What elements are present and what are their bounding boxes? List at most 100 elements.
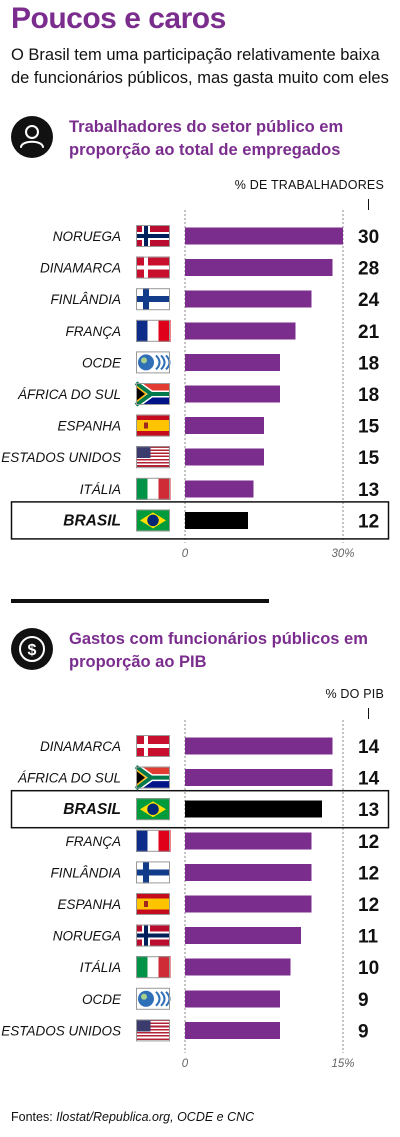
chart2-unit-tick [368,708,369,719]
category-label: OCDE [82,355,122,370]
south-africa-flag-icon [133,380,170,408]
category-label: DINAMARCA [40,739,121,754]
bar [185,511,249,529]
source-note: Fontes: Ilostat/Republica.org, OCDE e CN… [11,1110,254,1124]
category-label: FINLÂNDIA [50,292,121,307]
chart1: NORUEGA 30 DINAMARCA 28 FINLÂNDIA 24 FRANÇA 21 O… [1,210,390,560]
value-label: 30 [358,227,379,248]
bar [185,958,291,976]
bar [185,353,280,371]
value-label: 18 [358,385,379,406]
bar [185,737,333,755]
chart1-unit-tick [368,199,369,210]
italy-flag-icon [136,956,171,979]
value-label: 12 [358,895,379,916]
category-label: ÁFRICA DO SUL [17,771,121,786]
section-divider [11,599,269,603]
category-label: FINLÂNDIA [50,865,121,880]
value-label: 12 [358,832,379,853]
usa-flag-icon [136,1019,170,1042]
category-label: ESPANHA [57,419,121,434]
category-label: NORUEGA [53,229,121,244]
category-label: FRANÇA [65,834,121,849]
value-label: 14 [358,737,380,758]
category-label: OCDE [82,992,122,1007]
denmark-flag-icon [136,256,170,279]
bar [185,227,343,245]
oecd-flag-icon [136,987,171,1010]
category-label: DINAMARCA [40,261,121,276]
norway-flag-icon [136,225,170,247]
bar [185,385,280,403]
bar [185,832,312,850]
bar-row: FINLÂNDIA 24 [50,288,380,311]
bar [185,480,254,498]
category-label: ITÁLIA [80,482,121,497]
value-label: 10 [358,958,379,979]
finland-flag-icon [136,861,170,884]
source-text: Ilostat/Republica.org, OCDE e CNC [56,1110,255,1124]
bar-row: ÁFRICA DO SUL 14 [17,763,380,792]
bar-row: NORUEGA 30 [53,225,379,248]
bar [185,769,333,787]
brazil-flag-icon [136,509,170,532]
value-label: 11 [358,927,379,948]
category-label: ESTADOS UNIDOS [1,1023,121,1038]
finland-flag-icon [136,288,170,311]
bar-row: OCDE 18 [82,351,379,374]
value-label: 12 [358,511,379,532]
south-africa-flag-icon [133,763,170,792]
bar [185,863,312,881]
category-label: ESTADOS UNIDOS [1,450,121,465]
category-label: BRASIL [63,512,121,529]
highlight-box [10,501,390,540]
value-label: 18 [358,353,379,374]
bar-row: ESTADOS UNIDOS 15 [1,446,380,469]
tick-label: 15% [331,1058,354,1070]
bar [185,322,296,340]
bar-row: OCDE 9 [82,987,369,1011]
value-label: 15 [358,448,380,469]
page-title: Poucos e caros [11,2,226,35]
bar [185,259,333,277]
bar [185,895,312,913]
bar-row: FRANÇA 21 [65,319,380,343]
dollar-coin-icon: $ [11,628,53,670]
category-label: ÁFRICA DO SUL [17,387,121,402]
bar [185,927,301,945]
category-label: ESPANHA [57,897,121,912]
chart1-unit-label: % DE TRABALHADORES [234,178,384,192]
oecd-flag-icon [136,351,171,374]
tick-label: 30% [331,548,354,560]
person-icon [11,116,53,158]
italy-flag-icon [136,477,171,500]
value-label: 12 [358,863,379,884]
chart1-title: Trabalhadores do setor público em propor… [69,118,344,159]
value-label: 13 [358,480,379,501]
value-label: 14 [358,769,380,790]
bar [185,800,322,818]
tick-label: 0 [182,548,189,560]
chart2: DINAMARCA 14 ÁFRICA DO SUL 14 BRASIL 13 FRANÇA… [1,720,390,1070]
france-flag-icon [136,829,171,852]
bar [185,990,280,1008]
value-label: 28 [358,259,379,280]
bar [185,448,264,466]
value-label: 9 [358,1021,369,1042]
highlight-box [10,789,390,829]
bar [185,1021,280,1039]
value-label: 13 [358,800,379,821]
value-label: 9 [358,990,369,1011]
bar-row: FINLÂNDIA 12 [50,861,379,884]
category-label: FRANÇA [65,324,121,339]
bar-row: ÁFRICA DO SUL 18 [17,380,379,408]
bar [185,417,264,435]
brazil-flag-icon [136,798,170,821]
bar-row: ITÁLIA 13 [80,477,379,501]
category-label: ITÁLIA [80,960,121,975]
bar [185,290,312,308]
chart2-title: Gastos com funcionários públicos em prop… [69,630,368,671]
value-label: 21 [358,322,380,343]
tick-label: 0 [182,1058,189,1070]
spain-flag-icon [136,893,170,915]
